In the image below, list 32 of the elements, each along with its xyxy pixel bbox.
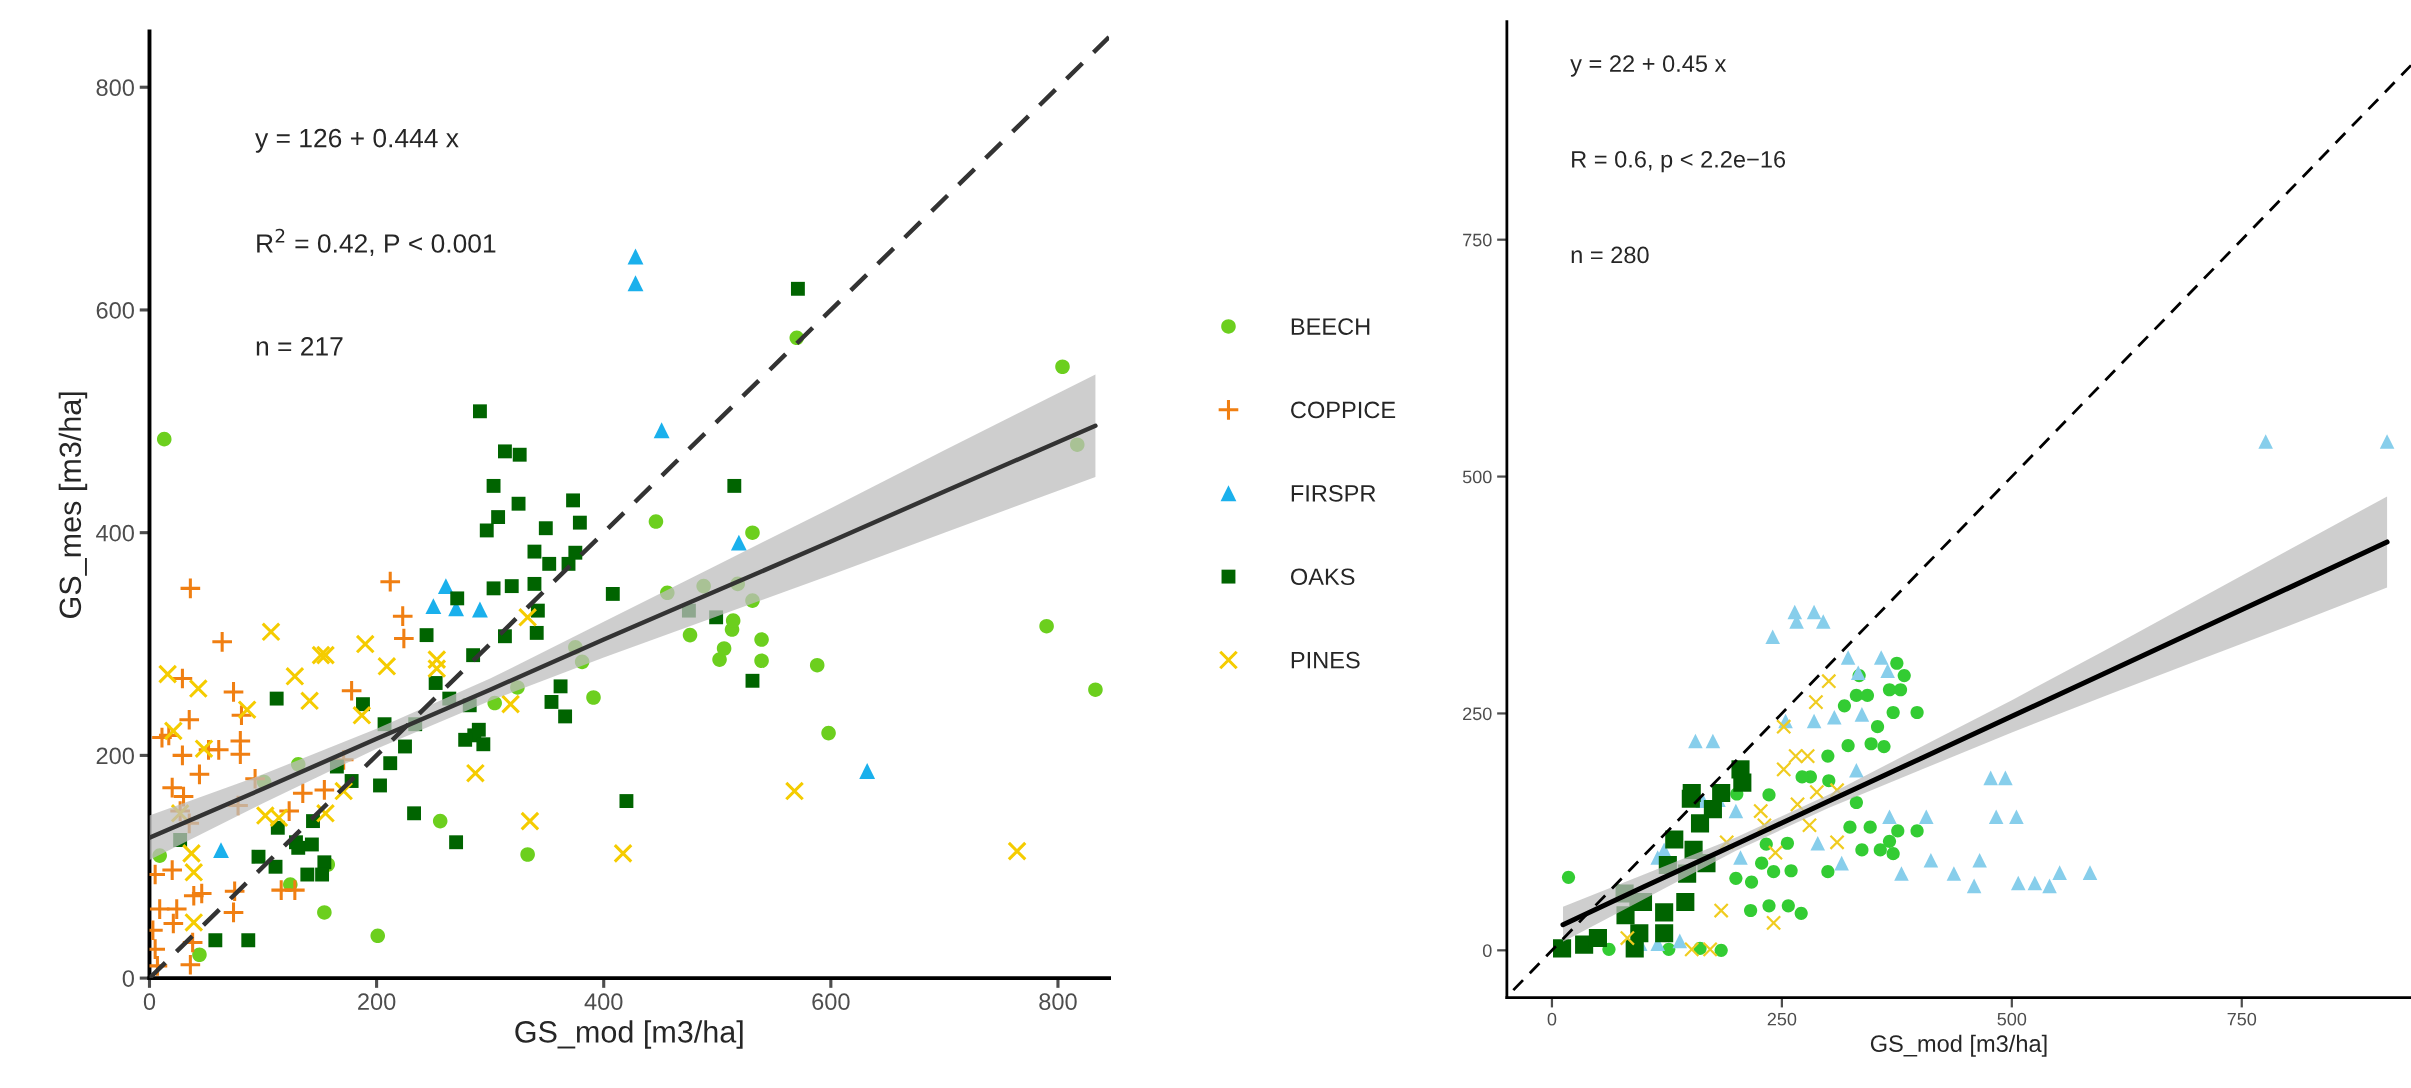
x-tick-label: 400 <box>584 993 623 1011</box>
x-tick-label: 250 <box>1767 1012 1797 1026</box>
y-tick-label: 500 <box>1462 470 1492 484</box>
y-tick-label: 600 <box>96 302 134 319</box>
y-tick-label: 200 <box>96 747 134 765</box>
y-tick-label: 250 <box>1463 707 1492 721</box>
x-tick-label: 750 <box>2227 1012 2257 1026</box>
x-tick-label: 200 <box>358 993 396 1011</box>
y-tick-label: 750 <box>1463 233 1492 247</box>
annotation: y = 126 + 0.444 x <box>255 128 459 153</box>
x-axis-title: GS_mod [m3/ha] <box>1870 1034 2047 1057</box>
y-tick-label: 400 <box>96 524 134 542</box>
x-axis-title: GS_mod [m3/ha] <box>515 1020 743 1049</box>
annotation: y = 22 + 0.45 x <box>1570 55 1727 77</box>
annotation: R = 0.6, p < 2.2e−16 <box>1572 150 1786 173</box>
x-tick-label: 0 <box>143 993 156 1011</box>
legend-label: OAKS <box>1290 568 1355 586</box>
x-tick-label: 800 <box>1039 993 1077 1011</box>
annotation: n = 217 <box>256 337 343 356</box>
y-tick-label: 800 <box>96 79 134 97</box>
legend-label: COPPICE <box>1291 401 1396 419</box>
legend-label: BEECH <box>1291 318 1370 335</box>
y-tick-label: 0 <box>1482 944 1492 958</box>
annotation: R$^{2}$ = 0.42, P < 0.001 <box>257 228 496 256</box>
legend-label: FIRSPR <box>1291 484 1376 502</box>
x-tick-label: 500 <box>1997 1012 2027 1026</box>
annotation: n = 280 <box>1571 246 1649 264</box>
y-axis-title: GS_mes [m3/ha] <box>58 392 88 618</box>
x-tick-label: 0 <box>1547 1012 1557 1026</box>
x-tick-label: 600 <box>812 993 850 1011</box>
legend-label: PINES <box>1291 651 1360 669</box>
y-tick-label: 0 <box>122 970 134 987</box>
